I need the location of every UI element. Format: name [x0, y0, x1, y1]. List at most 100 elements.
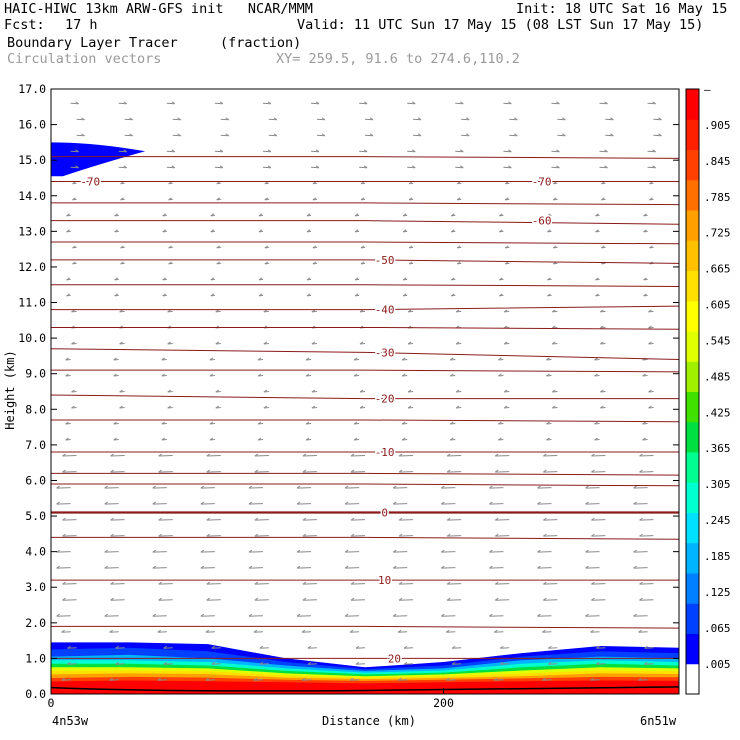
wind-vector	[110, 455, 125, 457]
wind-vector-head	[216, 261, 221, 265]
wind-vector	[268, 118, 277, 121]
wind-vector	[364, 134, 374, 137]
wind-vector-head	[591, 597, 595, 601]
wind-vector-head	[258, 293, 263, 297]
wind-vector	[104, 503, 119, 505]
wind-vector	[596, 663, 606, 665]
x-tick-label: 200	[433, 696, 454, 710]
wind-vector-head	[62, 597, 66, 601]
wind-vector-head	[407, 405, 412, 409]
wind-vector	[205, 631, 215, 633]
wind-vector	[307, 647, 317, 649]
wind-vector	[297, 551, 312, 553]
wind-vector-head	[113, 437, 117, 441]
wind-vector-head	[596, 661, 600, 665]
wind-vector-head	[81, 133, 85, 137]
wind-vector-head	[248, 485, 253, 489]
wind-vector-head	[595, 277, 599, 281]
wind-vector	[297, 567, 312, 569]
y-tick-label: 16.0	[18, 118, 46, 132]
wind-vector-head	[499, 229, 503, 233]
wind-vector	[407, 150, 416, 153]
wind-vector	[62, 519, 77, 521]
wind-vector-head	[638, 629, 642, 633]
wind-vector-head	[402, 213, 407, 217]
tracer-field	[50, 142, 680, 694]
wind-vector	[166, 150, 175, 153]
isotherm-contours: -70 -70 -60 -50 -40 -30 -20 -10 0 10 20	[50, 156, 680, 667]
wind-vector-head	[311, 341, 316, 345]
wind-vector-head	[548, 661, 552, 665]
wind-vector	[62, 599, 77, 601]
wind-vector-head	[168, 197, 172, 201]
wind-vector	[311, 150, 320, 153]
wind-vector	[605, 118, 614, 121]
colorbar-label: .365	[704, 442, 731, 455]
colorbar-label: .785	[704, 191, 731, 204]
wind-vector-head	[171, 149, 176, 153]
wind-vector	[297, 503, 312, 505]
wind-vector-head	[408, 197, 413, 201]
wind-vector-head	[402, 229, 407, 233]
wind-vector-head	[296, 549, 301, 553]
isotherm-label: -40	[375, 304, 395, 317]
wind-vector	[461, 134, 470, 137]
wind-vector-head	[353, 421, 358, 425]
y-axis-title: Height (km)	[3, 350, 17, 429]
wind-vector-head	[302, 469, 307, 473]
wind-vector-head	[123, 101, 127, 105]
wind-vector	[591, 535, 606, 537]
isotherm-line	[51, 625, 680, 629]
wind-vector-head	[354, 213, 359, 217]
wind-vector-head	[392, 549, 397, 553]
wind-vector	[503, 102, 512, 105]
wind-vector-head	[508, 165, 512, 169]
wind-vector-head	[449, 421, 454, 425]
wind-vector-head	[120, 197, 124, 201]
wind-vector	[399, 455, 414, 457]
wind-vector-head	[113, 421, 117, 425]
wind-vector-head	[305, 357, 310, 361]
wind-vector-head	[353, 357, 358, 361]
y-tick-label: 0.0	[25, 687, 46, 701]
wind-vector-head	[604, 165, 608, 169]
wind-vector-head	[644, 645, 648, 649]
wind-vector-head	[161, 437, 166, 441]
wind-vector-head	[449, 357, 454, 361]
wind-vector-head	[456, 181, 461, 185]
wind-vector-head	[639, 597, 643, 601]
wind-vector-head	[263, 341, 268, 345]
y-tick-label: 9.0	[25, 367, 46, 381]
wind-vector-head	[167, 405, 171, 409]
wind-vector-head	[206, 597, 211, 601]
wind-vector	[76, 118, 85, 121]
wind-vector-head	[440, 565, 445, 569]
wind-vector-head	[595, 293, 599, 297]
wind-vector-head	[219, 101, 224, 105]
wind-vector	[62, 535, 77, 537]
wind-vector-head	[225, 133, 230, 137]
wind-vector-head	[215, 405, 220, 409]
wind-vector	[543, 471, 558, 473]
wind-vector	[446, 679, 456, 681]
wind-vector-head	[312, 261, 317, 265]
wind-vector-head	[553, 181, 557, 185]
wind-vector-head	[216, 245, 221, 249]
wind-vector-head	[152, 485, 157, 489]
wind-vector-head	[591, 517, 595, 521]
wind-vector-head	[591, 453, 595, 457]
wind-vector-head	[119, 389, 123, 393]
wind-vector	[599, 166, 608, 169]
wind-vector-head	[110, 597, 114, 601]
wind-vector	[104, 487, 119, 489]
wind-vector-head	[489, 565, 493, 569]
wind-vector-head	[355, 645, 360, 649]
wind-vector	[537, 567, 552, 569]
isotherm-line	[51, 369, 680, 373]
wind-vector-head	[585, 501, 589, 505]
wind-vector-head	[71, 341, 75, 345]
wind-vector	[200, 503, 215, 505]
wind-vector-head	[302, 597, 307, 601]
colorbar-label: .665	[704, 263, 731, 276]
wind-vector-head	[499, 293, 503, 297]
